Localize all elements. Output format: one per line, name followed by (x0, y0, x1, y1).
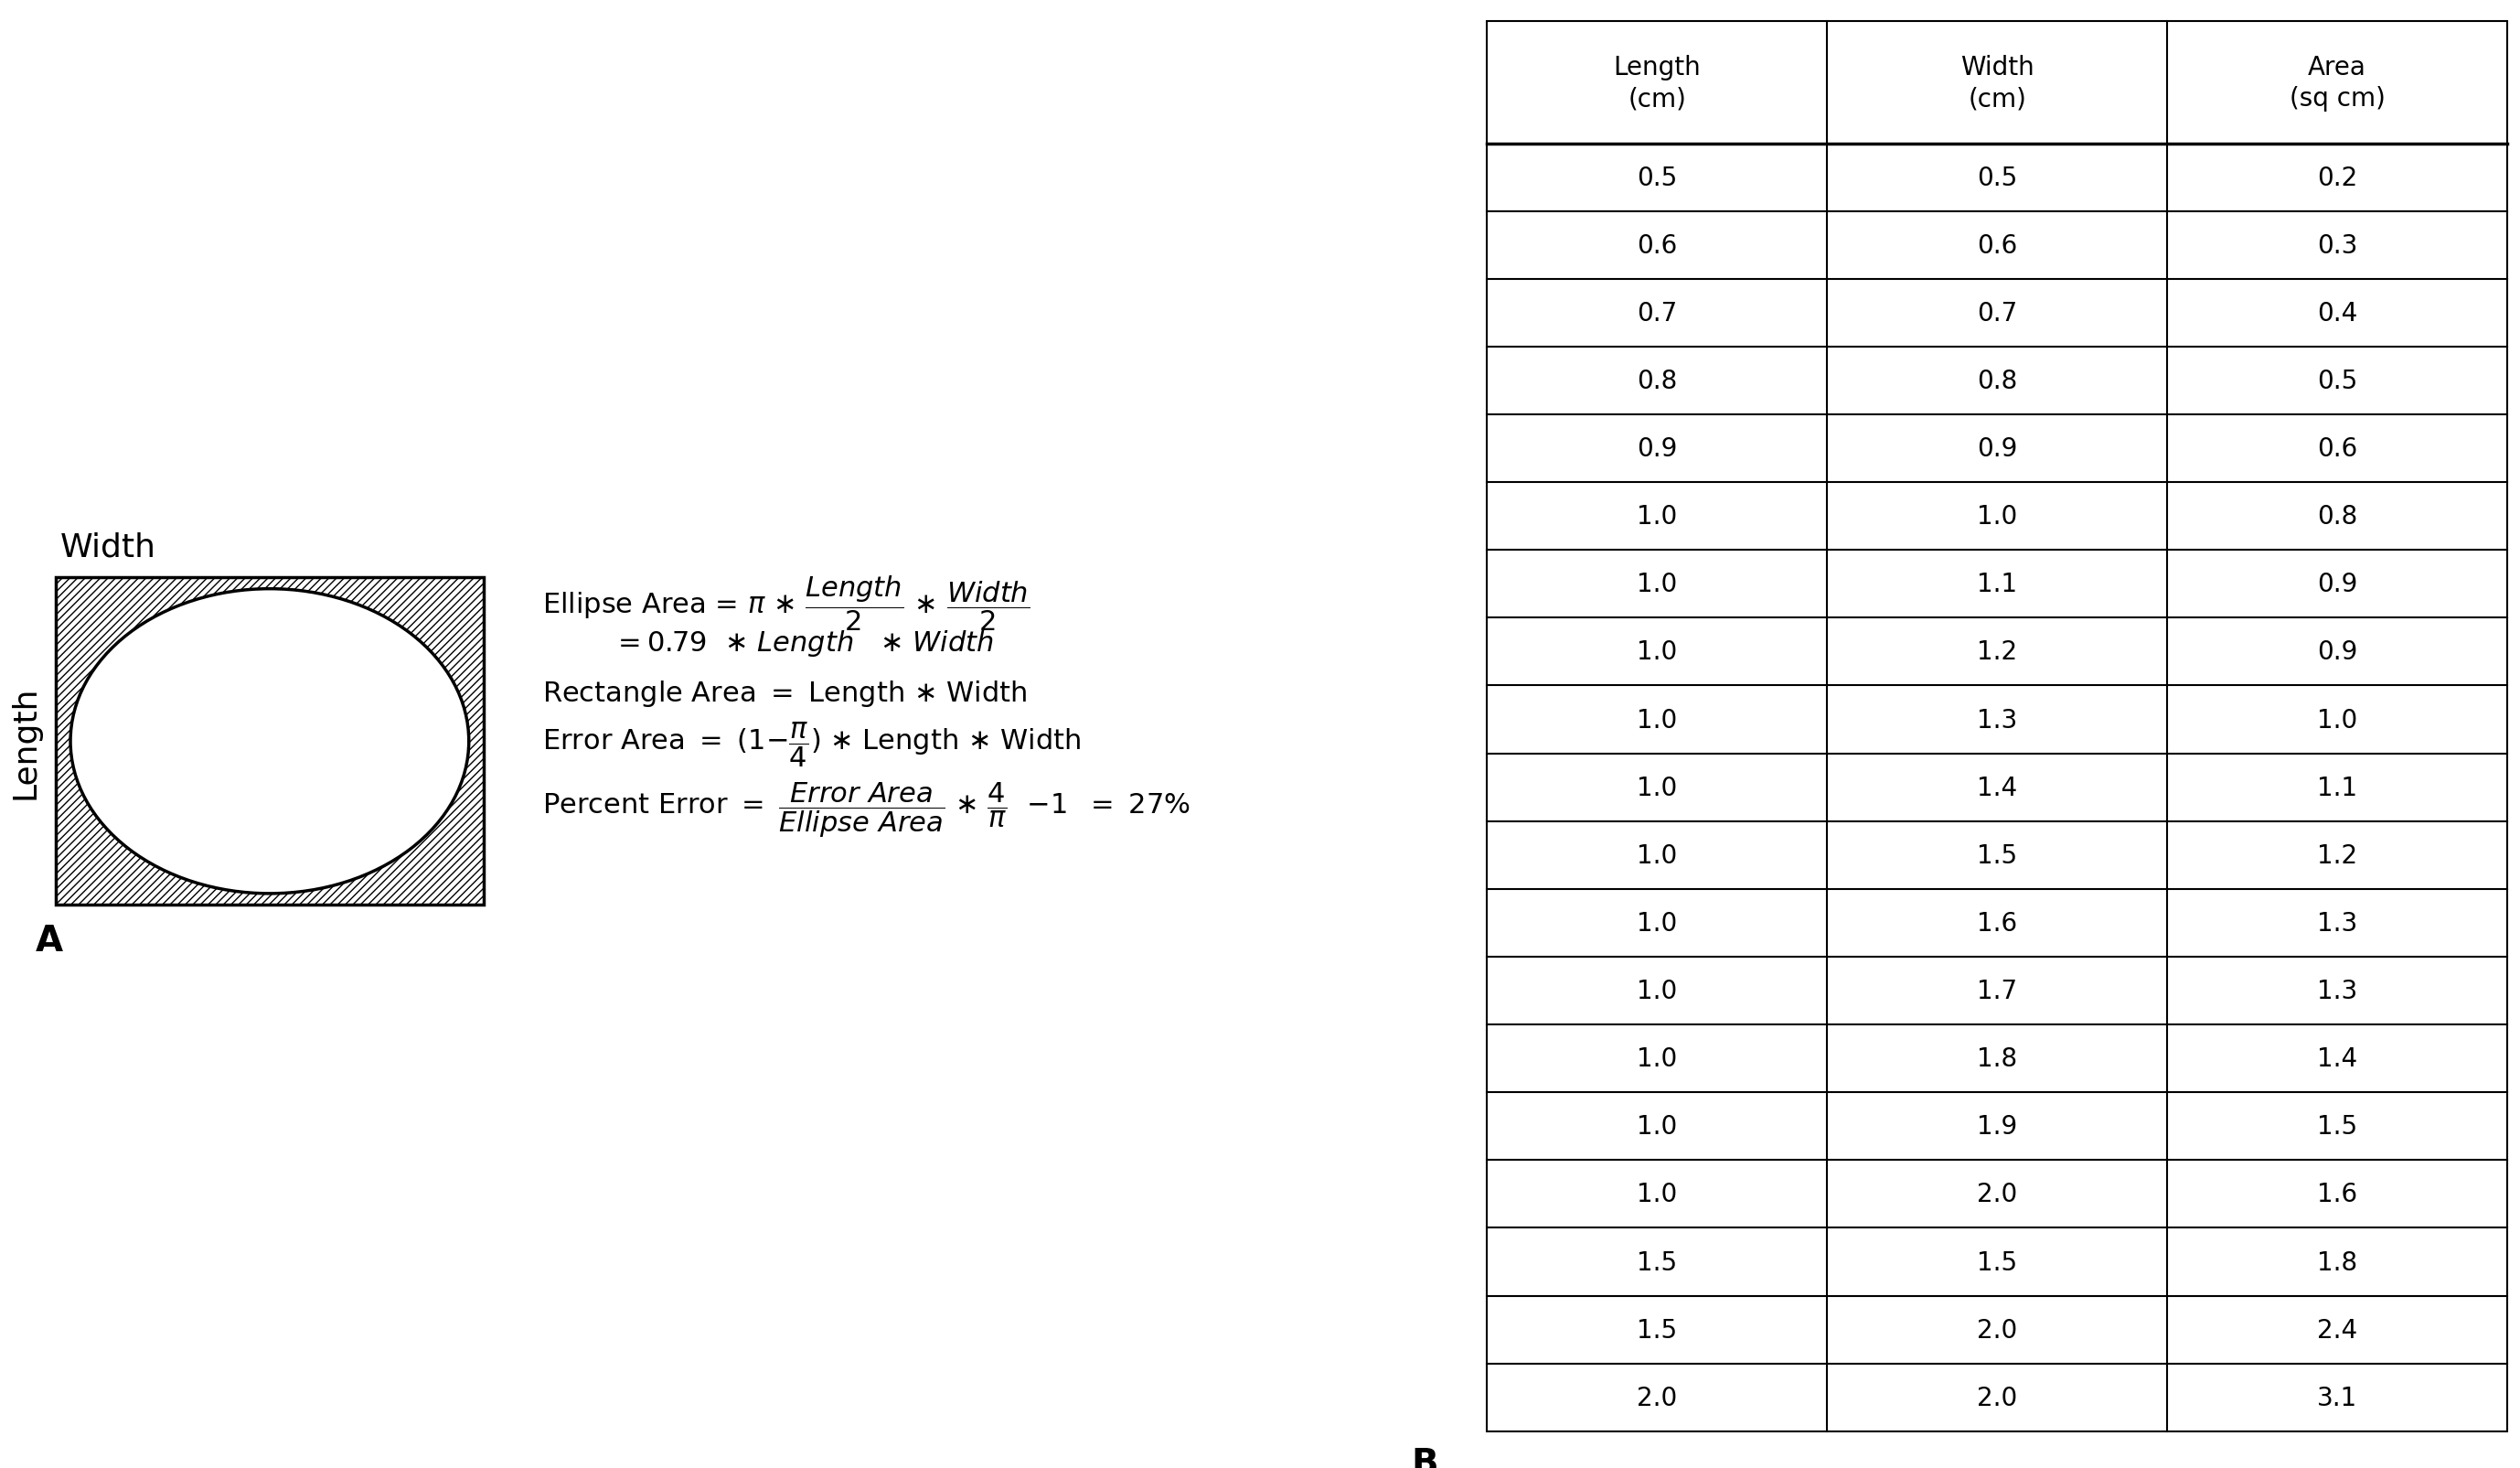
Text: 1.0: 1.0 (1635, 910, 1678, 937)
Text: 2.0: 2.0 (1635, 1384, 1678, 1411)
Text: 2.4: 2.4 (2316, 1317, 2359, 1342)
Text: $= 0.79$  $\ast$ $\mathit{Length}$   $\ast$ $\mathit{Width}$: $= 0.79$ $\ast$ $\mathit{Length}$ $\ast$… (612, 628, 993, 658)
Text: 1.5: 1.5 (1976, 843, 2019, 868)
Text: 1.1: 1.1 (2316, 775, 2359, 800)
Text: 1.6: 1.6 (1976, 910, 2019, 937)
Text: 1.0: 1.0 (1635, 571, 1678, 597)
Text: Width: Width (60, 531, 156, 562)
Text: 0.7: 0.7 (1976, 301, 2019, 326)
Text: 1.0: 1.0 (1635, 1182, 1678, 1207)
Text: 0.5: 0.5 (1635, 164, 1678, 191)
Text: 1.2: 1.2 (1976, 640, 2019, 665)
Text: 1.9: 1.9 (1976, 1114, 2019, 1139)
Text: 1.0: 1.0 (1635, 1045, 1678, 1072)
Text: 1.0: 1.0 (1976, 504, 2019, 530)
Ellipse shape (71, 589, 469, 894)
Text: 0.6: 0.6 (1976, 233, 2019, 258)
Bar (1487, 22, 2507, 1431)
Text: 1.5: 1.5 (1635, 1249, 1678, 1274)
Text: 0.6: 0.6 (2316, 436, 2359, 461)
Text: 1.5: 1.5 (2316, 1114, 2359, 1139)
Text: 1.0: 1.0 (1635, 1114, 1678, 1139)
Text: 0.3: 0.3 (2316, 233, 2359, 258)
Text: 0.9: 0.9 (1635, 436, 1678, 461)
Text: 1.4: 1.4 (1976, 775, 2019, 800)
Text: Area
(sq cm): Area (sq cm) (2288, 54, 2386, 112)
Text: 1.0: 1.0 (1635, 640, 1678, 665)
Text: Length
(cm): Length (cm) (1613, 54, 1701, 112)
Text: 1.3: 1.3 (2316, 978, 2359, 1004)
Text: 1.5: 1.5 (1976, 1249, 2019, 1274)
Text: 1.3: 1.3 (1976, 708, 2019, 733)
Text: 0.9: 0.9 (1976, 436, 2019, 461)
Bar (55, 578, 484, 906)
Text: 0.6: 0.6 (1635, 233, 1678, 258)
Text: 1.7: 1.7 (1976, 978, 2019, 1004)
Text: 1.1: 1.1 (1976, 571, 2019, 597)
Text: Length: Length (10, 684, 40, 799)
Text: 3.1: 3.1 (2316, 1384, 2359, 1411)
Text: 1.5: 1.5 (1635, 1317, 1678, 1342)
Text: 1.0: 1.0 (1635, 843, 1678, 868)
Text: 1.0: 1.0 (1635, 708, 1678, 733)
Text: 1.0: 1.0 (1635, 978, 1678, 1004)
Text: 0.4: 0.4 (2316, 301, 2359, 326)
Text: 1.0: 1.0 (1635, 775, 1678, 800)
Text: 0.8: 0.8 (2316, 504, 2359, 530)
Text: Error Area $=$ $(1{-}\dfrac{\pi}{4})$ $\ast$ Length $\ast$ Width: Error Area $=$ $(1{-}\dfrac{\pi}{4})$ $\… (542, 719, 1081, 769)
Text: 1.8: 1.8 (1976, 1045, 2019, 1072)
Text: 2.0: 2.0 (1976, 1317, 2019, 1342)
Text: 1.0: 1.0 (2316, 708, 2359, 733)
Text: 0.7: 0.7 (1635, 301, 1678, 326)
Text: 0.9: 0.9 (2316, 640, 2359, 665)
Text: 0.2: 0.2 (2316, 164, 2359, 191)
Text: 0.5: 0.5 (1976, 164, 2019, 191)
Text: Percent Error $=$ $\dfrac{\mathit{Error\ Area}}{\mathit{Ellipse\ Area}}$ $\ast$ : Percent Error $=$ $\dfrac{\mathit{Error\… (542, 780, 1189, 840)
Text: 0.8: 0.8 (1635, 368, 1678, 393)
Text: 0.8: 0.8 (1976, 368, 2019, 393)
Text: 1.2: 1.2 (2316, 843, 2359, 868)
Text: Ellipse Area = $\pi$ $\ast$ $\dfrac{\mathit{Length}}{2}$ $\ast$ $\dfrac{\mathit{: Ellipse Area = $\pi$ $\ast$ $\dfrac{\mat… (542, 574, 1031, 633)
Text: Rectangle Area $=$ Length $\ast$ Width: Rectangle Area $=$ Length $\ast$ Width (542, 678, 1026, 709)
Text: 1.8: 1.8 (2316, 1249, 2359, 1274)
Text: B: B (1411, 1446, 1439, 1468)
Text: 0.5: 0.5 (2316, 368, 2359, 393)
Text: 0.9: 0.9 (2316, 571, 2359, 597)
Text: 1.3: 1.3 (2316, 910, 2359, 937)
Text: 2.0: 2.0 (1976, 1384, 2019, 1411)
Text: 1.4: 1.4 (2316, 1045, 2359, 1072)
Text: 1.0: 1.0 (1635, 504, 1678, 530)
Text: 2.0: 2.0 (1976, 1182, 2019, 1207)
Text: 1.6: 1.6 (2316, 1182, 2359, 1207)
Text: Width
(cm): Width (cm) (1961, 54, 2034, 112)
Text: A: A (35, 923, 63, 957)
